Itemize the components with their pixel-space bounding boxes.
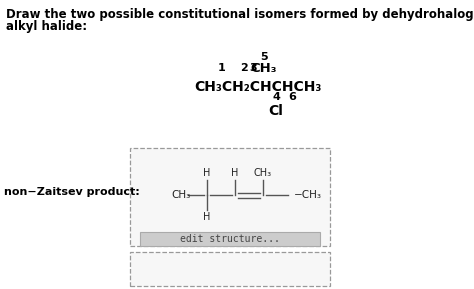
Text: CH₃CH₂CHCHCH₃: CH₃CH₂CHCHCH₃ <box>194 80 322 94</box>
Text: 5: 5 <box>260 52 267 62</box>
Text: 3: 3 <box>250 63 257 73</box>
Text: −CH₃: −CH₃ <box>294 190 322 200</box>
Text: H: H <box>231 168 239 178</box>
Text: CH₃: CH₃ <box>250 62 277 75</box>
Bar <box>140 232 320 246</box>
Text: 2: 2 <box>240 63 247 73</box>
Text: H: H <box>203 212 210 222</box>
Text: Cl: Cl <box>269 104 283 118</box>
Text: non−Zaitsev product:: non−Zaitsev product: <box>4 187 140 197</box>
Text: edit structure...: edit structure... <box>180 234 280 244</box>
Text: Draw the two possible constitutional isomers formed by dehydrohalogenation of th: Draw the two possible constitutional iso… <box>6 8 474 21</box>
Bar <box>130 252 330 286</box>
Bar <box>130 148 330 246</box>
Text: 6: 6 <box>288 92 296 102</box>
Text: 4: 4 <box>272 92 280 102</box>
Text: CH₃: CH₃ <box>171 190 190 200</box>
Text: 1: 1 <box>218 63 226 73</box>
Text: H: H <box>203 168 210 178</box>
Text: CH₃: CH₃ <box>254 168 272 178</box>
Text: alkyl halide:: alkyl halide: <box>6 20 87 33</box>
